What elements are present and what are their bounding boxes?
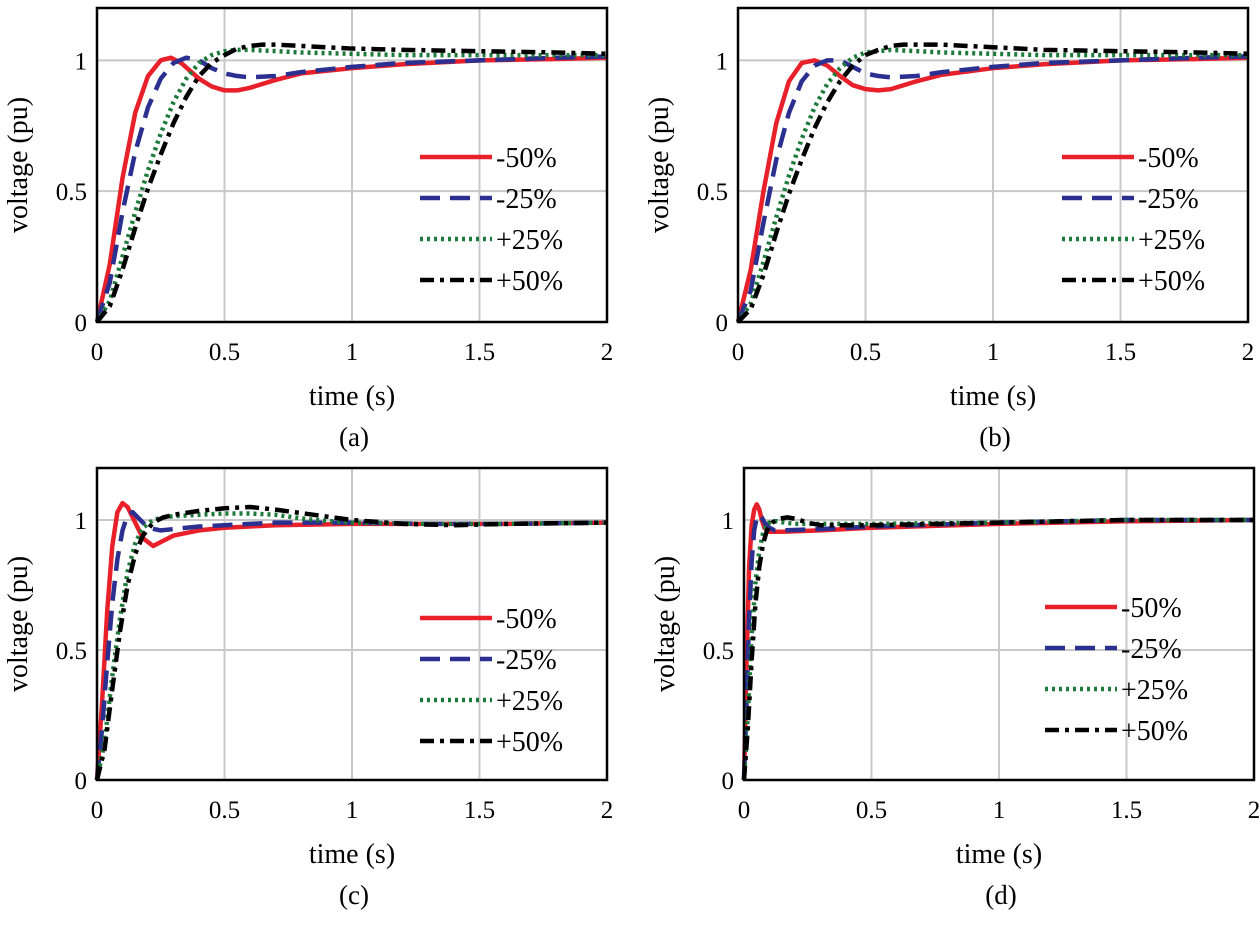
y-tick-label: 0.5 [56, 179, 87, 206]
x-tick-label: 1 [346, 797, 359, 824]
x-axis-label: time (s) [309, 381, 395, 412]
legend-label-4: +50% [496, 727, 563, 758]
y-tick-label: 0 [722, 768, 735, 795]
y-axis-label: voltage (pu) [3, 97, 34, 233]
axes-frame [736, 6, 1250, 324]
y-tick-label: 0.5 [697, 179, 728, 206]
y-tick-label: 1 [75, 508, 88, 535]
legend: -50% -25% +25% +50% [420, 604, 563, 758]
y-axis-label: voltage (pu) [644, 97, 675, 233]
x-tick-label: 2 [601, 339, 614, 366]
legend: -50% -25% +25% +50% [420, 143, 563, 297]
legend-label-1: -50% [1138, 143, 1199, 174]
y-tick-label: 1 [75, 48, 88, 75]
panel-caption: (d) [985, 880, 1016, 910]
y-tick-label: 0.5 [703, 638, 734, 665]
y-tick-label: 0 [716, 310, 729, 337]
x-tick-label: 0.5 [856, 797, 887, 824]
y-tick-label: 1 [722, 508, 735, 535]
x-tick-label: 0 [732, 339, 745, 366]
x-tick-label: 0 [738, 797, 751, 824]
series-line-2 [741, 512, 1254, 781]
axes-frame [742, 466, 1256, 782]
x-tick-label: 2 [1248, 797, 1260, 824]
legend-label-3: +25% [496, 686, 563, 717]
legend-label-1: -50% [496, 604, 557, 635]
panel-b: 0 0.5 1 1.5 2 0 0.5 1 time (s) voltage (pu) (b) -50… [644, 6, 1255, 452]
x-tick-label: 1 [346, 339, 359, 366]
x-tick-label: 0 [91, 797, 104, 824]
x-tick-label: 0.5 [209, 339, 240, 366]
legend: -50% -25% +25% +50% [1062, 143, 1205, 297]
legend: -50% -25% +25% +50% [1045, 593, 1188, 747]
y-axis-label: voltage (pu) [3, 556, 34, 692]
legend-label-4: +50% [1138, 266, 1205, 297]
legend-label-2: -25% [496, 645, 557, 676]
series-line-4 [741, 515, 1254, 781]
panel-caption: (c) [339, 880, 369, 910]
legend-label-3: +25% [1121, 675, 1188, 706]
panel-caption: (b) [979, 422, 1010, 452]
panel-c: 0 0.5 1 1.5 2 0 0.5 1 time (s) voltage (pu) (c) -50… [3, 466, 614, 910]
x-tick-label: 1.5 [464, 339, 495, 366]
y-tick-label: 0 [75, 310, 88, 337]
x-axis-label: time (s) [956, 839, 1042, 870]
series-line-4 [736, 42, 1249, 324]
x-tick-label: 2 [1242, 339, 1255, 366]
legend-label-2: -25% [496, 184, 557, 215]
y-axis-label: voltage (pu) [650, 556, 681, 692]
y-tick-label: 0.5 [56, 638, 87, 665]
panel-d: 0 0.5 1 1.5 2 0 0.5 1 time (s) voltage (pu) (d) -50… [650, 466, 1260, 910]
x-tick-label: 2 [601, 797, 614, 824]
panel-a: 0 0.5 1 1.5 2 0 0.5 1 time (s) voltage (pu) (a) -50… [3, 6, 614, 452]
series-line-3 [736, 47, 1248, 324]
y-tick-label: 0 [75, 768, 88, 795]
x-axis-label: time (s) [309, 839, 395, 870]
legend-label-1: -50% [1121, 593, 1182, 624]
y-tick-label: 1 [716, 48, 729, 75]
legend-label-3: +25% [1138, 225, 1205, 256]
series-line-4 [94, 504, 608, 781]
panel-caption: (a) [339, 422, 369, 452]
legend-label-2: -25% [1138, 184, 1199, 215]
series-line-3 [95, 47, 607, 324]
x-tick-label: 0.5 [209, 797, 240, 824]
x-tick-label: 1 [987, 339, 1000, 366]
x-tick-label: 1.5 [1111, 797, 1142, 824]
x-axis-label: time (s) [950, 381, 1036, 412]
legend-label-4: +50% [496, 266, 563, 297]
x-tick-label: 1.5 [1105, 339, 1136, 366]
x-tick-label: 0.5 [850, 339, 881, 366]
series-line-2 [94, 54, 608, 323]
x-tick-label: 1.5 [464, 797, 495, 824]
legend-label-2: -25% [1121, 634, 1182, 665]
axes-frame [95, 466, 609, 782]
legend-label-4: +50% [1121, 716, 1188, 747]
legend-label-1: -50% [496, 143, 557, 174]
axes-frame [95, 6, 609, 324]
series-line-4 [95, 42, 608, 324]
legend-label-3: +25% [496, 225, 563, 256]
x-tick-label: 1 [993, 797, 1006, 824]
series-line-2 [735, 54, 1249, 323]
x-tick-label: 0 [91, 339, 104, 366]
